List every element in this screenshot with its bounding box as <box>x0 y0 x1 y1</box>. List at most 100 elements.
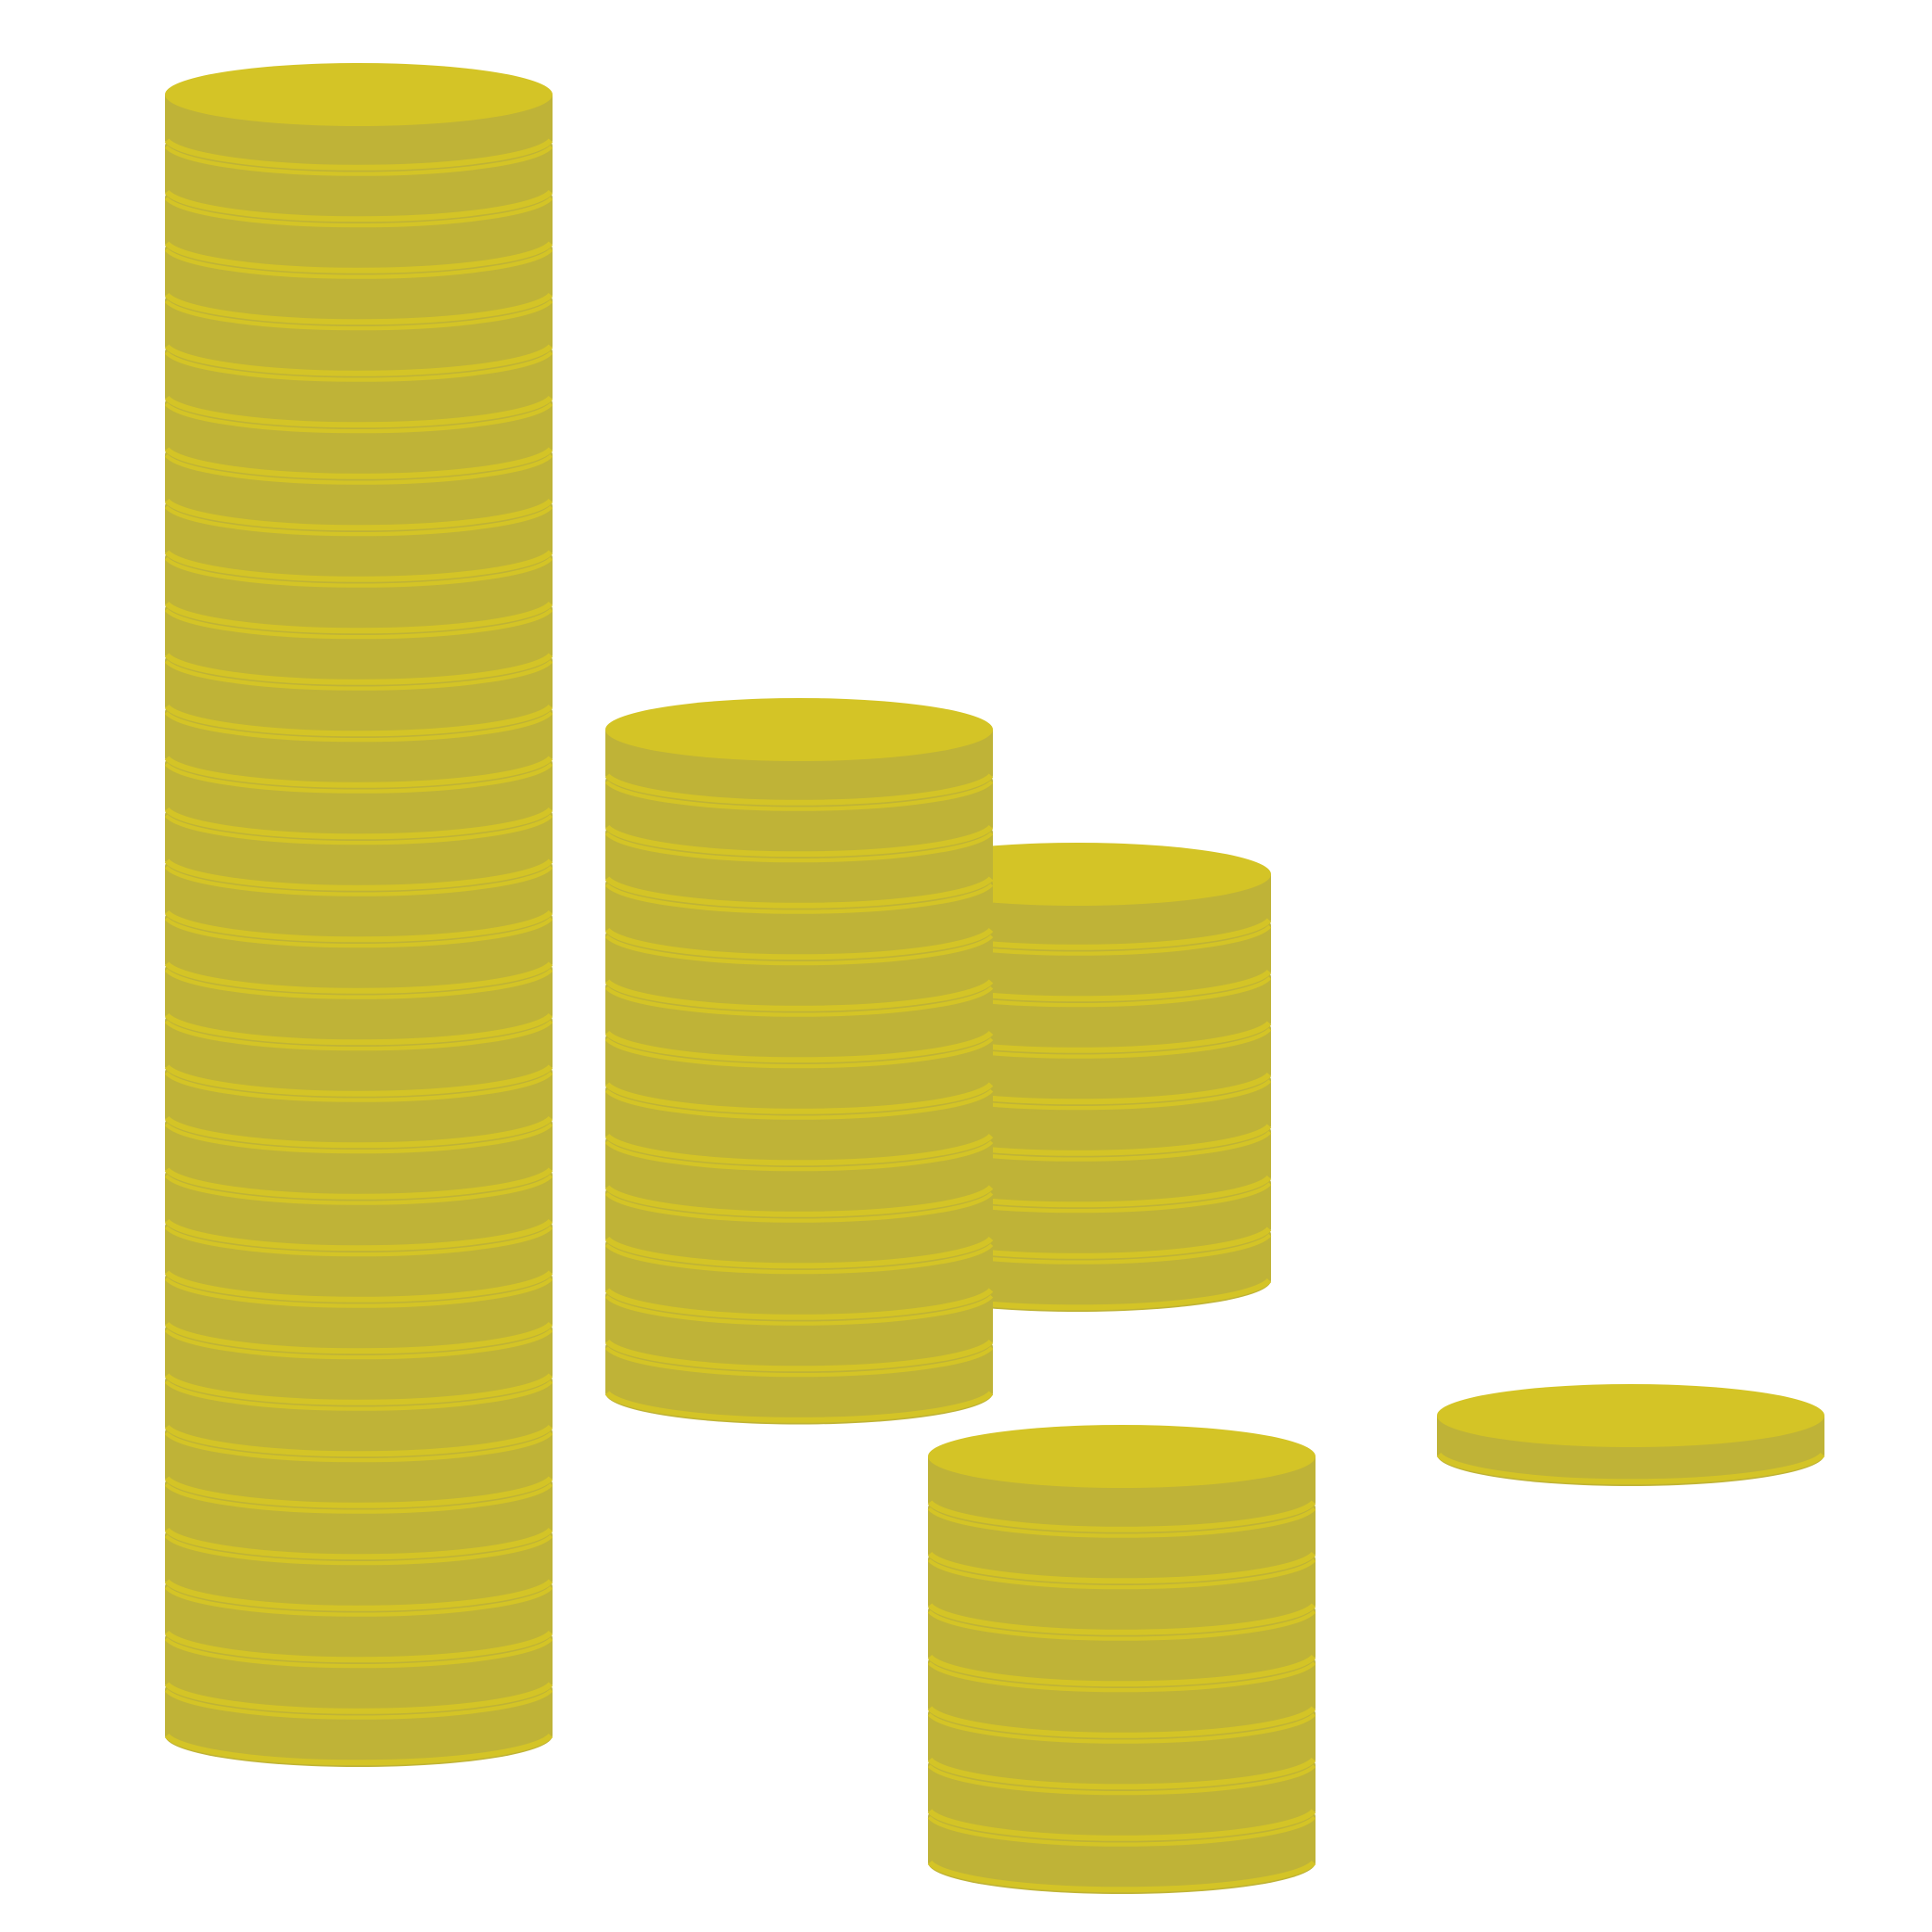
coin-rim <box>164 756 553 788</box>
coin-rim <box>604 779 994 811</box>
coin-rim <box>1436 1452 1825 1485</box>
coin-rim <box>604 1391 994 1423</box>
coin-rim <box>164 1173 553 1205</box>
coin-rim <box>164 292 553 325</box>
coin-rim <box>604 1036 994 1069</box>
coin-rim <box>164 1321 553 1354</box>
coin-rim <box>164 653 553 685</box>
coin-rim <box>604 1082 994 1114</box>
coin-rim <box>927 1814 1316 1847</box>
coin-rim <box>164 447 553 479</box>
coin-stack-bottom <box>927 1425 1316 1894</box>
coin-rim <box>164 1167 553 1200</box>
coin-rim <box>164 1012 553 1046</box>
coin-stack-middle-front <box>604 698 994 1425</box>
coin-rim <box>164 601 553 634</box>
coin-rim <box>927 1659 1316 1693</box>
coin-rim <box>164 1476 553 1508</box>
coin-rim <box>164 1327 553 1360</box>
coin-rim <box>164 1121 553 1154</box>
coin-rim <box>604 1241 994 1275</box>
coin-rim <box>604 1133 994 1166</box>
coin-rim <box>604 1339 994 1372</box>
coin-rim <box>164 1276 553 1308</box>
coin-rim <box>164 350 553 382</box>
coin-rim <box>604 1293 994 1326</box>
coin-rim <box>164 812 553 845</box>
coin-rim <box>164 1224 553 1257</box>
coin-rim <box>604 933 994 966</box>
coin-rim <box>604 1087 994 1120</box>
coin-rim <box>164 1687 553 1720</box>
coin-rim <box>164 1733 553 1766</box>
coin-rim <box>164 1635 553 1669</box>
coin-top <box>1437 1384 1824 1447</box>
coin-rim <box>164 1064 553 1097</box>
coin-rim <box>927 1711 1316 1744</box>
coin-rim <box>164 195 553 228</box>
coin <box>927 1425 1316 1534</box>
coin-rim <box>927 1608 1316 1641</box>
coin-top <box>605 698 993 761</box>
coin-rim <box>164 498 553 531</box>
coin-rim <box>164 961 553 994</box>
coin-rim <box>164 138 553 171</box>
coin-rim <box>164 1379 553 1411</box>
coin <box>1436 1384 1825 1486</box>
coin-rim <box>164 704 553 737</box>
coin-rim <box>164 298 553 331</box>
coin-rim <box>604 1030 994 1063</box>
coin-rim <box>927 1706 1316 1738</box>
coin-rim <box>164 1070 553 1102</box>
coin-rim <box>164 503 553 537</box>
coin <box>604 698 994 807</box>
coin-rim <box>604 876 994 909</box>
coin-rim <box>164 144 553 176</box>
coin-rim <box>604 830 994 863</box>
coin-rim <box>164 1584 553 1617</box>
coin-rim <box>604 1236 994 1269</box>
coin-stack-tall <box>164 63 553 1767</box>
coin-rim <box>604 1185 994 1217</box>
coin-single <box>1436 1384 1825 1486</box>
coin-rim <box>164 1532 553 1566</box>
coin-rim <box>164 1270 553 1303</box>
coin-rim <box>164 189 553 222</box>
coin-rim <box>927 1551 1316 1584</box>
coin-top <box>928 1425 1316 1488</box>
coin-rim <box>164 1424 553 1457</box>
coin-rim <box>164 241 553 273</box>
coin-rim <box>164 967 553 999</box>
coin-rim <box>164 858 553 891</box>
coin-rim <box>164 1579 553 1611</box>
coin-rim <box>164 1018 553 1051</box>
coin-rim <box>927 1500 1316 1532</box>
coin-rim <box>164 344 553 376</box>
coin-rim <box>164 709 553 743</box>
coin-rim <box>164 452 553 485</box>
coin-rim <box>164 1218 553 1252</box>
coin-rim <box>604 1288 994 1320</box>
coin-rim <box>164 1373 553 1405</box>
coin-rim <box>164 1115 553 1149</box>
coin-rim <box>927 1757 1316 1790</box>
coin-rim <box>927 1860 1316 1893</box>
coin-rim <box>164 606 553 640</box>
coin-rim <box>164 658 553 691</box>
coin-rim <box>164 1682 553 1714</box>
coin-rim <box>164 400 553 434</box>
coin-rim <box>164 1481 553 1514</box>
coin-rim <box>164 395 553 428</box>
coin-rim <box>604 824 994 858</box>
coin <box>164 63 553 172</box>
coin-rim <box>604 1138 994 1172</box>
coin-rim <box>927 1762 1316 1796</box>
coin-rim <box>927 1654 1316 1687</box>
coin-rim <box>927 1603 1316 1635</box>
coin-rim <box>604 1190 994 1223</box>
coin-rim <box>604 882 994 914</box>
coin-rim <box>604 979 994 1011</box>
coin-rim <box>164 1430 553 1463</box>
coin-rim <box>164 1630 553 1663</box>
